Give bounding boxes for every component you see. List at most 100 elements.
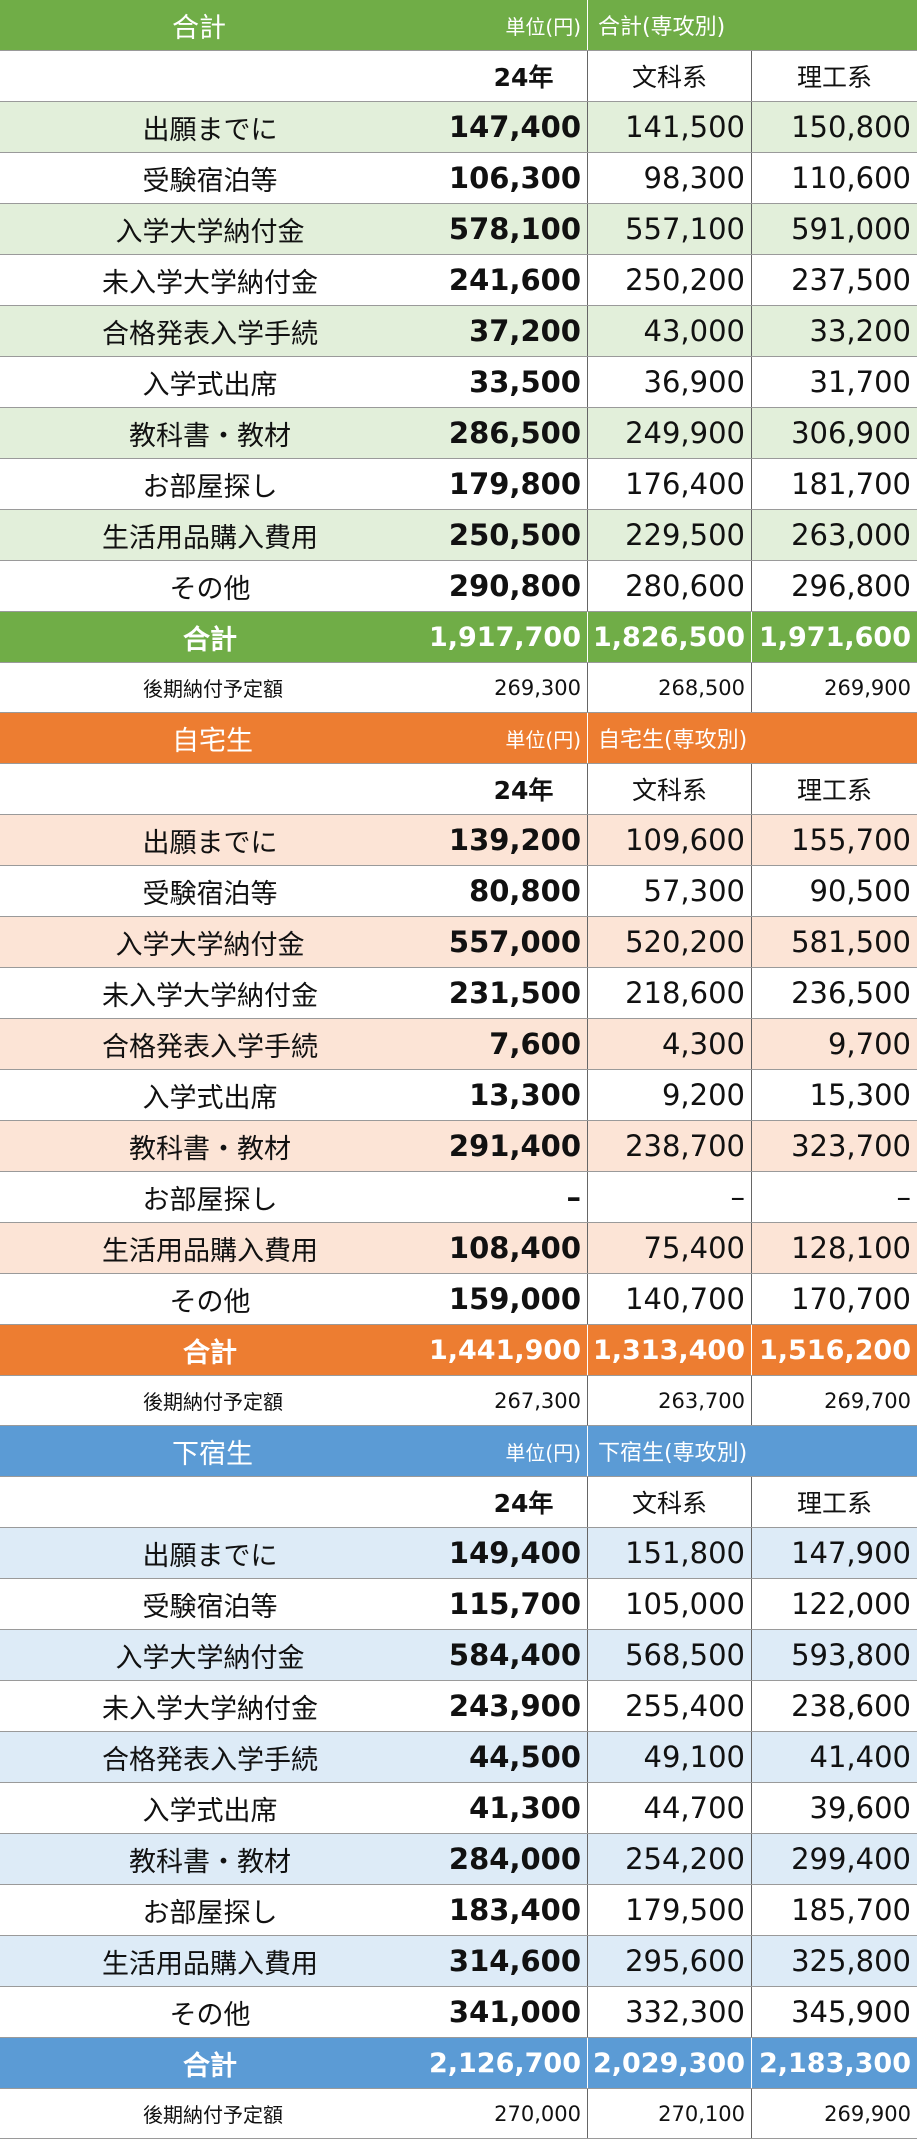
section-title: 合計 bbox=[172, 12, 226, 44]
total-bunka: 1,826,500 bbox=[588, 612, 752, 662]
blank-header bbox=[0, 1477, 420, 1527]
table-row: 生活用品購入費用 108,400 75,400 128,100 bbox=[0, 1223, 917, 1274]
value-rikou: 306,900 bbox=[791, 416, 911, 450]
value-bunka: 75,400 bbox=[588, 1223, 752, 1273]
major-section-title: 下宿生(専攻別) bbox=[598, 1441, 748, 1466]
value-bunka: 36,900 bbox=[588, 357, 752, 407]
row-label: その他 bbox=[169, 1999, 251, 2031]
value-year: 7,600 bbox=[420, 1019, 588, 1069]
col-header-year: 24年 bbox=[420, 764, 588, 814]
table-row: 未入学大学納付金 243,900 255,400 238,600 bbox=[0, 1681, 917, 1732]
row-label: 受験宿泊等 bbox=[142, 165, 278, 197]
value-rikou: 238,600 bbox=[791, 1689, 911, 1723]
section-title: 下宿生 bbox=[172, 1438, 253, 1470]
col-header-rikou: 理工系 bbox=[796, 776, 872, 805]
total-bunka: 2,029,300 bbox=[588, 2038, 752, 2088]
value-year: 341,000 bbox=[420, 1987, 588, 2037]
value-year: 241,600 bbox=[420, 255, 588, 305]
value-rikou: 323,700 bbox=[791, 1129, 911, 1163]
value-bunka: 141,500 bbox=[588, 102, 752, 152]
row-label: 出願までに bbox=[142, 827, 278, 859]
row-label: 合格発表入学手続 bbox=[102, 318, 318, 350]
total-row: 合計 1,917,700 1,826,500 1,971,600 bbox=[0, 612, 917, 663]
table-row: 受験宿泊等 80,800 57,300 90,500 bbox=[0, 866, 917, 917]
value-rikou: 122,000 bbox=[791, 1587, 911, 1621]
value-year: 243,900 bbox=[420, 1681, 588, 1731]
late-bunka: 268,500 bbox=[588, 663, 752, 712]
total-bunka: 1,313,400 bbox=[588, 1325, 752, 1375]
value-year: 250,500 bbox=[420, 510, 588, 560]
row-label: その他 bbox=[169, 573, 251, 605]
value-bunka: – bbox=[588, 1172, 752, 1222]
col-header-rikou: 理工系 bbox=[796, 1489, 872, 1518]
row-label: 教科書・教材 bbox=[129, 1133, 291, 1165]
value-year: 41,300 bbox=[420, 1783, 588, 1833]
value-year: 37,200 bbox=[420, 306, 588, 356]
row-label: 未入学大学納付金 bbox=[102, 267, 318, 299]
major-section-title: 合計(専攻別) bbox=[598, 15, 726, 40]
value-bunka: 280,600 bbox=[588, 561, 752, 611]
row-label: お部屋探し bbox=[142, 471, 278, 503]
value-year: – bbox=[420, 1172, 588, 1222]
row-label: 出願までに bbox=[142, 1540, 278, 1572]
total-label: 合計 bbox=[183, 1337, 237, 1369]
row-label: 入学大学納付金 bbox=[115, 1642, 305, 1674]
table-row: お部屋探し 179,800 176,400 181,700 bbox=[0, 459, 917, 510]
table-row: その他 159,000 140,700 170,700 bbox=[0, 1274, 917, 1325]
value-bunka: 44,700 bbox=[588, 1783, 752, 1833]
value-rikou: – bbox=[896, 1180, 912, 1214]
table-row: 合格発表入学手続 37,200 43,000 33,200 bbox=[0, 306, 917, 357]
value-year: 159,000 bbox=[420, 1274, 588, 1324]
section-title: 自宅生 bbox=[172, 725, 253, 757]
value-rikou: 170,700 bbox=[791, 1282, 911, 1316]
value-rikou: 41,400 bbox=[809, 1740, 911, 1774]
value-rikou: 181,700 bbox=[791, 467, 911, 501]
total-label: 合計 bbox=[183, 624, 237, 656]
value-bunka: 255,400 bbox=[588, 1681, 752, 1731]
col-header-bunka: 文科系 bbox=[588, 764, 752, 814]
table-row: 入学大学納付金 578,100 557,100 591,000 bbox=[0, 204, 917, 255]
col-header-year: 24年 bbox=[420, 51, 588, 101]
table-row: 受験宿泊等 115,700 105,000 122,000 bbox=[0, 1579, 917, 1630]
late-payment-row: 後期納付予定額 269,300 268,500 269,900 bbox=[0, 663, 917, 713]
row-label: 入学式出席 bbox=[142, 1082, 278, 1114]
value-rikou: 15,300 bbox=[809, 1078, 911, 1112]
value-bunka: 105,000 bbox=[588, 1579, 752, 1629]
table-row: 生活用品購入費用 250,500 229,500 263,000 bbox=[0, 510, 917, 561]
section-header: 下宿生 単位(円) 下宿生(専攻別) bbox=[0, 1426, 917, 1477]
value-rikou: 39,600 bbox=[809, 1791, 911, 1825]
late-year: 267,300 bbox=[420, 1376, 588, 1425]
value-year: 578,100 bbox=[420, 204, 588, 254]
value-rikou: 325,800 bbox=[791, 1944, 911, 1978]
table-row: 受験宿泊等 106,300 98,300 110,600 bbox=[0, 153, 917, 204]
row-label: 合格発表入学手続 bbox=[102, 1031, 318, 1063]
table-row: 入学大学納付金 584,400 568,500 593,800 bbox=[0, 1630, 917, 1681]
column-header-row: 24年 文科系 理工系 bbox=[0, 764, 917, 815]
section-header: 自宅生 単位(円) 自宅生(専攻別) bbox=[0, 713, 917, 764]
unit-label: 単位(円) bbox=[420, 713, 588, 763]
unit-label: 単位(円) bbox=[420, 1426, 588, 1476]
value-rikou: 263,000 bbox=[791, 518, 911, 552]
table-row: 未入学大学納付金 241,600 250,200 237,500 bbox=[0, 255, 917, 306]
row-label: 出願までに bbox=[142, 114, 278, 146]
col-header-bunka: 文科系 bbox=[588, 51, 752, 101]
late-rikou: 269,900 bbox=[824, 2101, 911, 2126]
value-rikou: 581,500 bbox=[791, 925, 911, 959]
value-year: 149,400 bbox=[420, 1528, 588, 1578]
value-bunka: 179,500 bbox=[588, 1885, 752, 1935]
table-row: お部屋探し 183,400 179,500 185,700 bbox=[0, 1885, 917, 1936]
total-row: 合計 1,441,900 1,313,400 1,516,200 bbox=[0, 1325, 917, 1376]
table-row: 入学大学納付金 557,000 520,200 581,500 bbox=[0, 917, 917, 968]
late-bunka: 263,700 bbox=[588, 1376, 752, 1425]
value-year: 44,500 bbox=[420, 1732, 588, 1782]
value-bunka: 140,700 bbox=[588, 1274, 752, 1324]
value-rikou: 90,500 bbox=[809, 874, 911, 908]
row-label: 入学式出席 bbox=[142, 369, 278, 401]
value-bunka: 295,600 bbox=[588, 1936, 752, 1986]
col-header-rikou: 理工系 bbox=[796, 63, 872, 92]
table-row: 教科書・教材 291,400 238,700 323,700 bbox=[0, 1121, 917, 1172]
value-year: 106,300 bbox=[420, 153, 588, 203]
late-bunka: 270,100 bbox=[588, 2089, 752, 2138]
value-bunka: 218,600 bbox=[588, 968, 752, 1018]
